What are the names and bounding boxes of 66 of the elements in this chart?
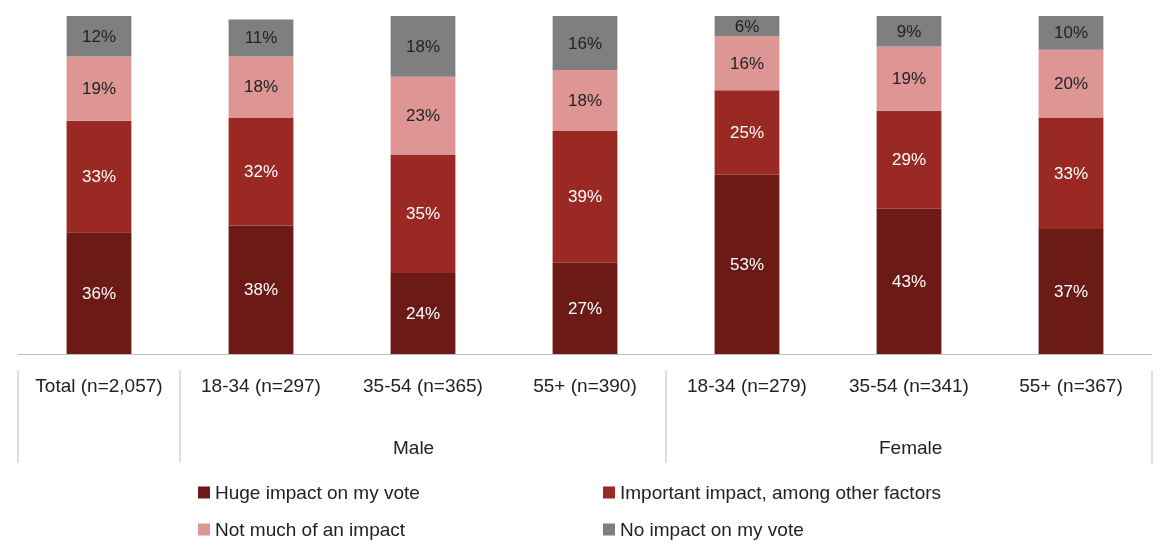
data-label: 11% xyxy=(244,28,278,48)
text: Female xyxy=(879,437,943,458)
bar xyxy=(66,120,132,233)
data-label: 19% xyxy=(81,79,117,99)
data-label: 24% xyxy=(405,303,441,323)
bar xyxy=(876,208,942,354)
data-label: 43% xyxy=(891,271,927,291)
data-label: 18% xyxy=(243,77,279,97)
bar xyxy=(876,110,942,209)
data-label: 32% xyxy=(243,161,279,181)
x-tick-label: 18-34 (n=279) xyxy=(687,375,807,396)
data-label: 33% xyxy=(1053,163,1089,183)
legend-label: Not much of an impact xyxy=(215,519,406,540)
data-label: 12% xyxy=(81,26,117,46)
bar xyxy=(714,174,780,354)
legend-label: No impact on my vote xyxy=(620,519,804,540)
x-tick-label: 35-54 (n=341) xyxy=(849,375,969,396)
bar xyxy=(552,16,618,71)
data-label: 23% xyxy=(405,106,441,126)
data-label: 53% xyxy=(729,254,765,274)
data-label: 16% xyxy=(567,33,603,53)
bar xyxy=(66,232,132,354)
data-label: 36% xyxy=(81,283,117,303)
bar xyxy=(228,117,294,226)
bar xyxy=(714,36,780,91)
data-label: 9% xyxy=(896,21,922,41)
bar xyxy=(876,46,942,111)
bar xyxy=(228,19,294,57)
data-label: 27% xyxy=(567,298,603,318)
data-label: 19% xyxy=(891,69,927,89)
data-label: 20% xyxy=(1053,74,1089,94)
bar xyxy=(552,262,618,354)
text: Male xyxy=(393,437,435,458)
x-tick-label: Total (n=2,057) xyxy=(35,375,163,396)
data-label: 39% xyxy=(567,187,603,207)
data-label: 6% xyxy=(734,16,760,36)
bar xyxy=(552,130,618,263)
bar xyxy=(390,154,456,273)
x-tick-label: 55+ (n=367) xyxy=(1019,375,1123,396)
data-label: 25% xyxy=(729,123,765,143)
bar xyxy=(228,225,294,354)
bar xyxy=(390,272,456,354)
bar xyxy=(390,16,456,77)
data-label: 10% xyxy=(1053,23,1089,43)
legend-label: Important impact, among other factors xyxy=(620,482,942,503)
data-label: 29% xyxy=(891,150,927,170)
data-label: 18% xyxy=(567,91,603,110)
x-tick-label: 55+ (n=390) xyxy=(533,375,637,396)
bar xyxy=(1038,117,1104,229)
bar xyxy=(66,16,132,57)
data-label: 37% xyxy=(1053,281,1089,301)
bar xyxy=(1038,228,1104,354)
bar xyxy=(714,90,780,175)
bar xyxy=(552,70,618,131)
x-tick-label: 35-54 (n=365) xyxy=(363,375,483,396)
bar xyxy=(66,56,132,121)
data-label: 38% xyxy=(243,280,279,300)
bar xyxy=(390,76,456,155)
data-label: 33% xyxy=(81,167,117,187)
bar xyxy=(228,56,294,118)
legend-label: Huge impact on my vote xyxy=(215,482,420,503)
data-label: 18% xyxy=(405,36,441,56)
x-tick-label: 18-34 (n=297) xyxy=(201,375,321,396)
data-label: 35% xyxy=(405,204,441,224)
bar xyxy=(1038,49,1104,118)
data-label: 16% xyxy=(729,53,765,73)
